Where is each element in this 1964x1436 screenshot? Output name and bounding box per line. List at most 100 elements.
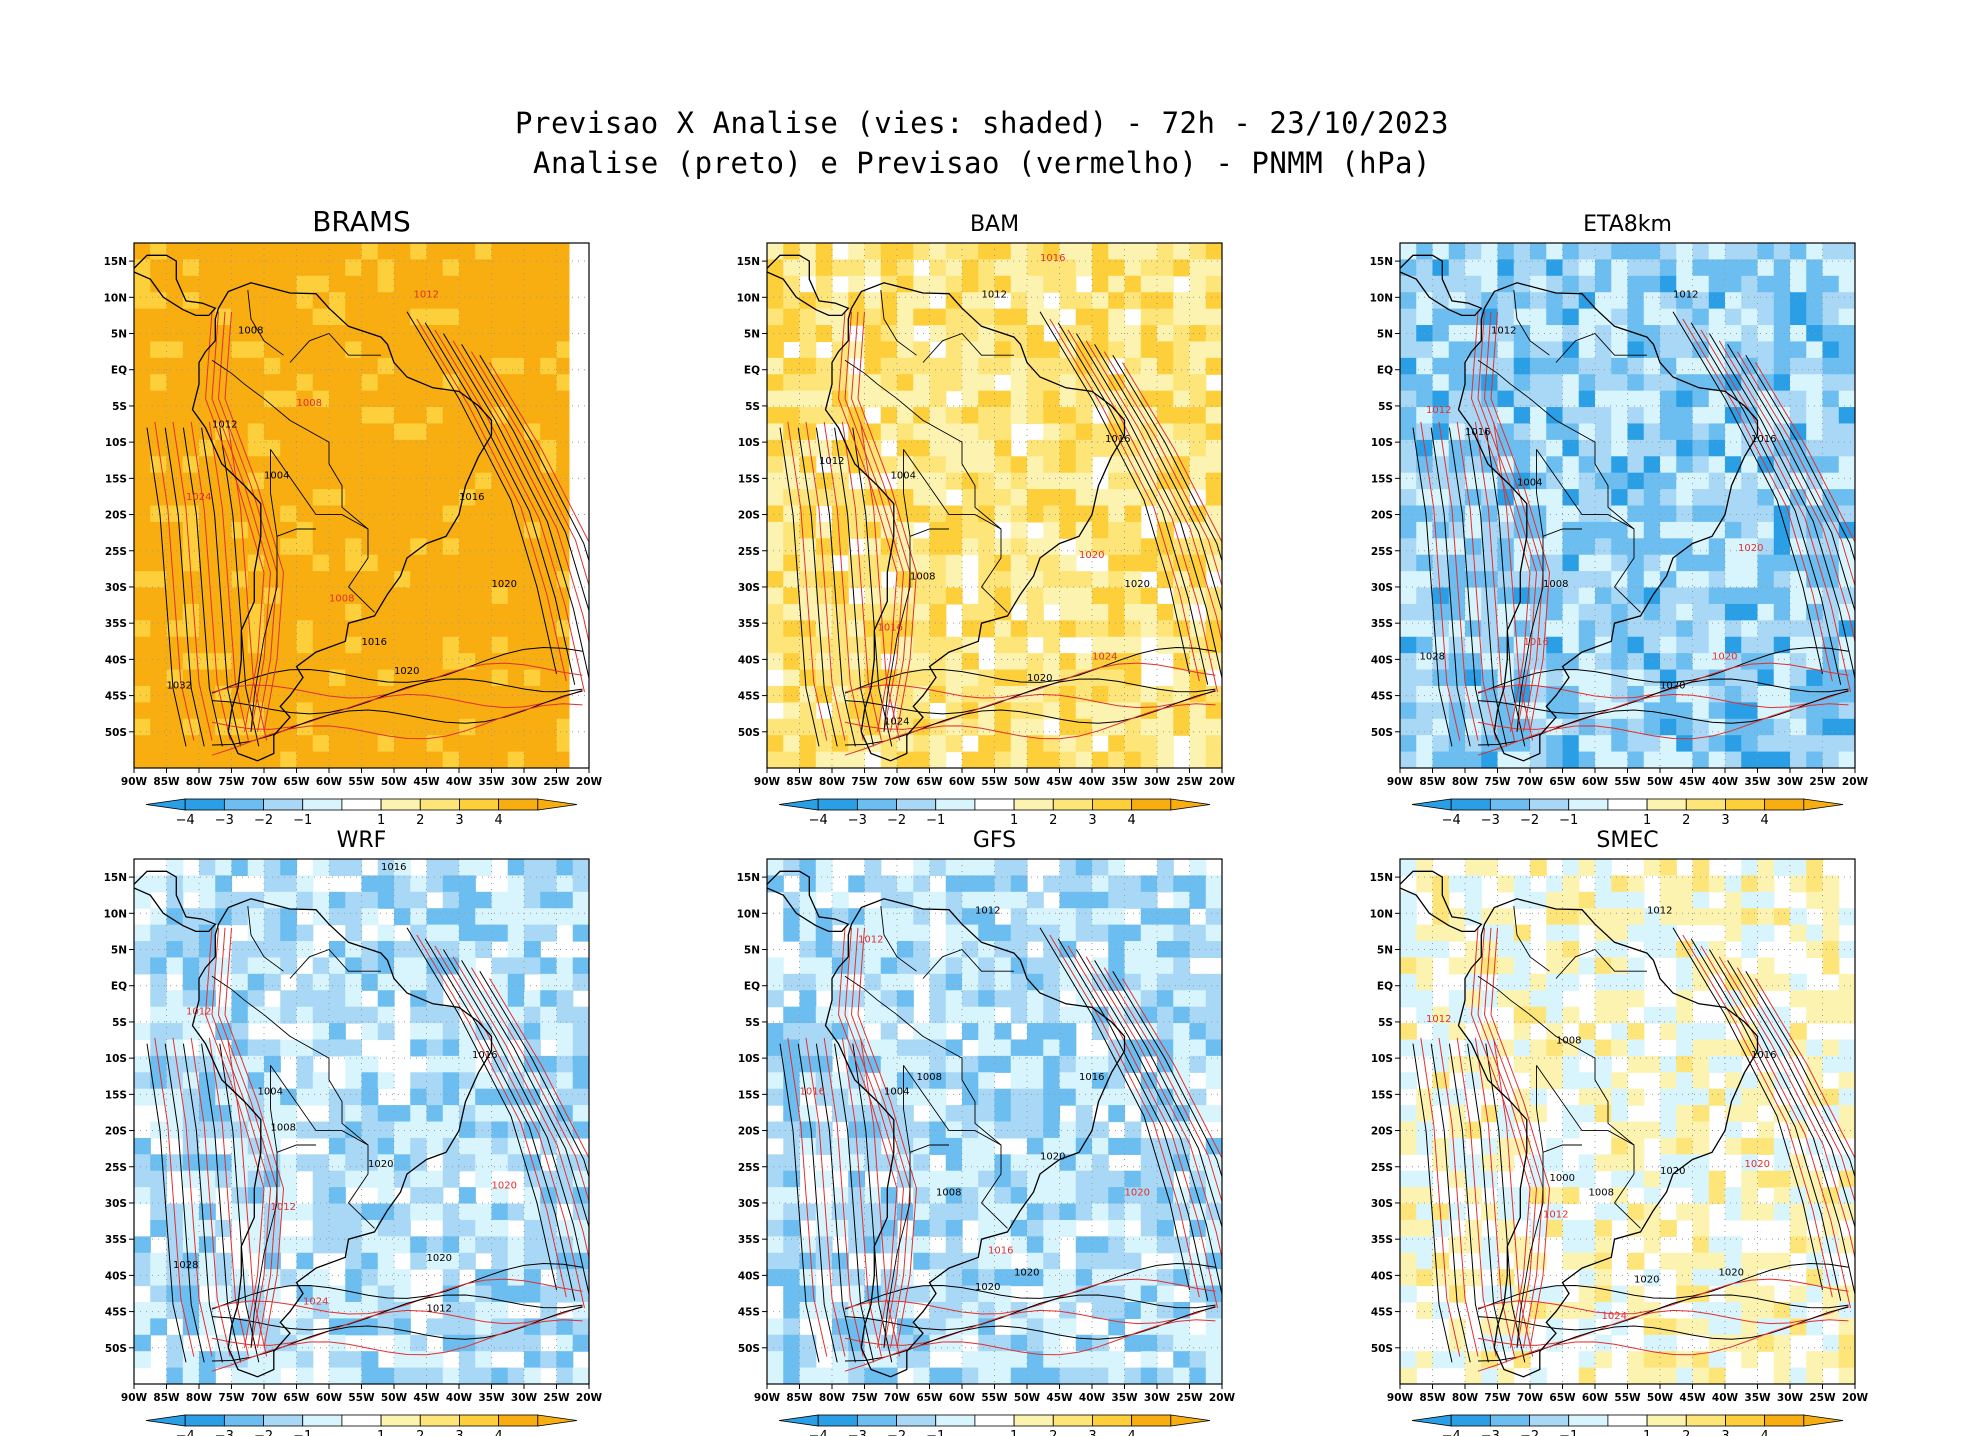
- analysis-isobar: [1430, 427, 1471, 747]
- lat-tick-label: EQ: [744, 365, 760, 377]
- andes-isobar: [850, 311, 911, 732]
- forecast-isobar: [787, 1037, 828, 1357]
- lon-tick-label: 70W: [251, 776, 278, 788]
- southern-isobar: [211, 678, 583, 715]
- contour-label: 1020: [1660, 1166, 1685, 1177]
- southern-isobar: [211, 1262, 583, 1310]
- analysis-isobar: [164, 427, 205, 747]
- contour-label: 1020: [1745, 1159, 1770, 1170]
- forecast-isobar: [1103, 351, 1222, 588]
- contour-label: 1012: [271, 1202, 296, 1213]
- panel-title: ETA8km: [1583, 212, 1672, 237]
- lon-tick-label: 80W: [819, 1392, 846, 1404]
- forecast-isobar: [416, 934, 567, 1298]
- lon-tick-label: 25W: [543, 776, 570, 788]
- southern-isobar: [1477, 703, 1849, 756]
- andes-isobar: [1470, 311, 1531, 732]
- lat-tick-label: 50S: [105, 727, 127, 739]
- colorbar-label: −1: [926, 813, 945, 828]
- colorbar-segment: [1725, 1414, 1766, 1427]
- andes-isobar: [224, 311, 285, 732]
- lon-tick-label: 50W: [1014, 1392, 1041, 1404]
- contour-label: 1012: [1543, 1209, 1568, 1220]
- southern-isobar: [211, 690, 583, 746]
- contour-label: 1012: [212, 420, 237, 431]
- lon-tick-label: 40W: [1079, 1392, 1106, 1404]
- lat-tick-label: 20S: [1371, 510, 1393, 522]
- lat-tick-label: 15S: [1371, 473, 1393, 485]
- colorbar-high-triangle: [1803, 1414, 1844, 1427]
- lat-tick-label: 10N: [737, 908, 760, 920]
- lon-tick-label: 60W: [316, 776, 343, 788]
- lat-tick-label: 20S: [105, 1126, 127, 1138]
- panel-title: SMEC: [1596, 828, 1658, 853]
- analysis-isobar: [479, 354, 589, 563]
- analysis-isobar: [461, 960, 589, 1229]
- lat-tick-label: 35S: [1371, 618, 1393, 630]
- lat-tick-label: 25S: [105, 1162, 127, 1174]
- colorbar-label: 3: [455, 813, 463, 828]
- figure-title-line2: Analise (preto) e Previsao (vermelho) - …: [533, 146, 1431, 180]
- lon-tick-label: 90W: [121, 1392, 148, 1404]
- lat-tick-label: 10S: [1371, 1053, 1393, 1065]
- contour-label: 1024: [1602, 1311, 1627, 1322]
- lat-tick-label: 10N: [1370, 908, 1393, 920]
- colorbar-label: −4: [809, 1429, 828, 1436]
- lat-tick-label: 45S: [738, 1307, 760, 1319]
- lat-tick-label: 25S: [738, 546, 760, 558]
- analysis-isobar: [164, 1043, 205, 1363]
- coastline-central-america: [134, 254, 217, 317]
- contour-label: 1020: [394, 666, 419, 677]
- analysis-isobar: [1672, 311, 1823, 675]
- coastline-central-america: [1400, 870, 1483, 933]
- colorbar-low-triangle: [1411, 1414, 1452, 1427]
- country-border: [883, 1065, 911, 1348]
- analysis-isobar: [1708, 949, 1855, 1297]
- forecast-isobar: [1085, 956, 1222, 1261]
- analysis-isobar: [815, 1043, 856, 1363]
- forecast-isobar: [841, 421, 882, 741]
- analysis-isobar: [1727, 344, 1855, 613]
- lat-tick-label: 20S: [738, 1126, 760, 1138]
- forecast-isobar: [1474, 1037, 1515, 1357]
- colorbar-segment: [974, 1414, 1015, 1427]
- contour-label: 1016: [1524, 637, 1549, 648]
- colorbar-label: 4: [494, 1429, 502, 1436]
- panel-plot-area: 1012101610161020102010201020101610081004…: [767, 859, 1222, 1384]
- lon-tick-label: 30W: [511, 1392, 538, 1404]
- lon-tick-label: 65W: [283, 776, 310, 788]
- colorbar-segment: [1131, 1414, 1172, 1427]
- lon-tick-label: 65W: [1549, 776, 1576, 788]
- colorbar-label: −3: [848, 813, 867, 828]
- colorbar-label: −3: [848, 1429, 867, 1436]
- colorbar-label: 2: [1682, 813, 1690, 828]
- country-border: [247, 906, 284, 972]
- colorbar-label: 2: [1049, 813, 1057, 828]
- lon-tick-label: 20W: [1209, 776, 1236, 788]
- lon-tick-label: 20W: [1842, 776, 1869, 788]
- colorbar-label: 1: [1643, 813, 1651, 828]
- lat-tick-label: 5S: [1378, 1017, 1393, 1029]
- lon-tick-label: 75W: [218, 776, 245, 788]
- contour-label: 1016: [878, 622, 903, 633]
- analysis-isobar: [852, 1043, 893, 1363]
- analysis-isobar: [1112, 354, 1222, 563]
- lon-tick-label: 30W: [1777, 1392, 1804, 1404]
- country-border: [263, 398, 375, 613]
- colorbar-segment: [223, 798, 264, 811]
- colorbar-segment: [817, 798, 858, 811]
- forecast-isobar: [841, 1037, 882, 1357]
- contour-label: 1016: [472, 1050, 497, 1061]
- colorbar-label: 2: [1049, 1429, 1057, 1436]
- colorbar-segment: [974, 798, 1015, 811]
- colorbar-label: 4: [1760, 813, 1768, 828]
- andes-isobar: [1477, 927, 1538, 1348]
- forecast-isobar: [154, 421, 195, 741]
- analysis-isobar: [479, 970, 589, 1179]
- lon-tick-label: 45W: [1679, 776, 1706, 788]
- lon-tick-label: 60W: [1582, 1392, 1609, 1404]
- contour-label: 1020: [492, 579, 517, 590]
- forecast-isobar: [1700, 329, 1851, 693]
- contour-label: 1012: [186, 1007, 211, 1018]
- panel-title: BRAMS: [312, 205, 411, 238]
